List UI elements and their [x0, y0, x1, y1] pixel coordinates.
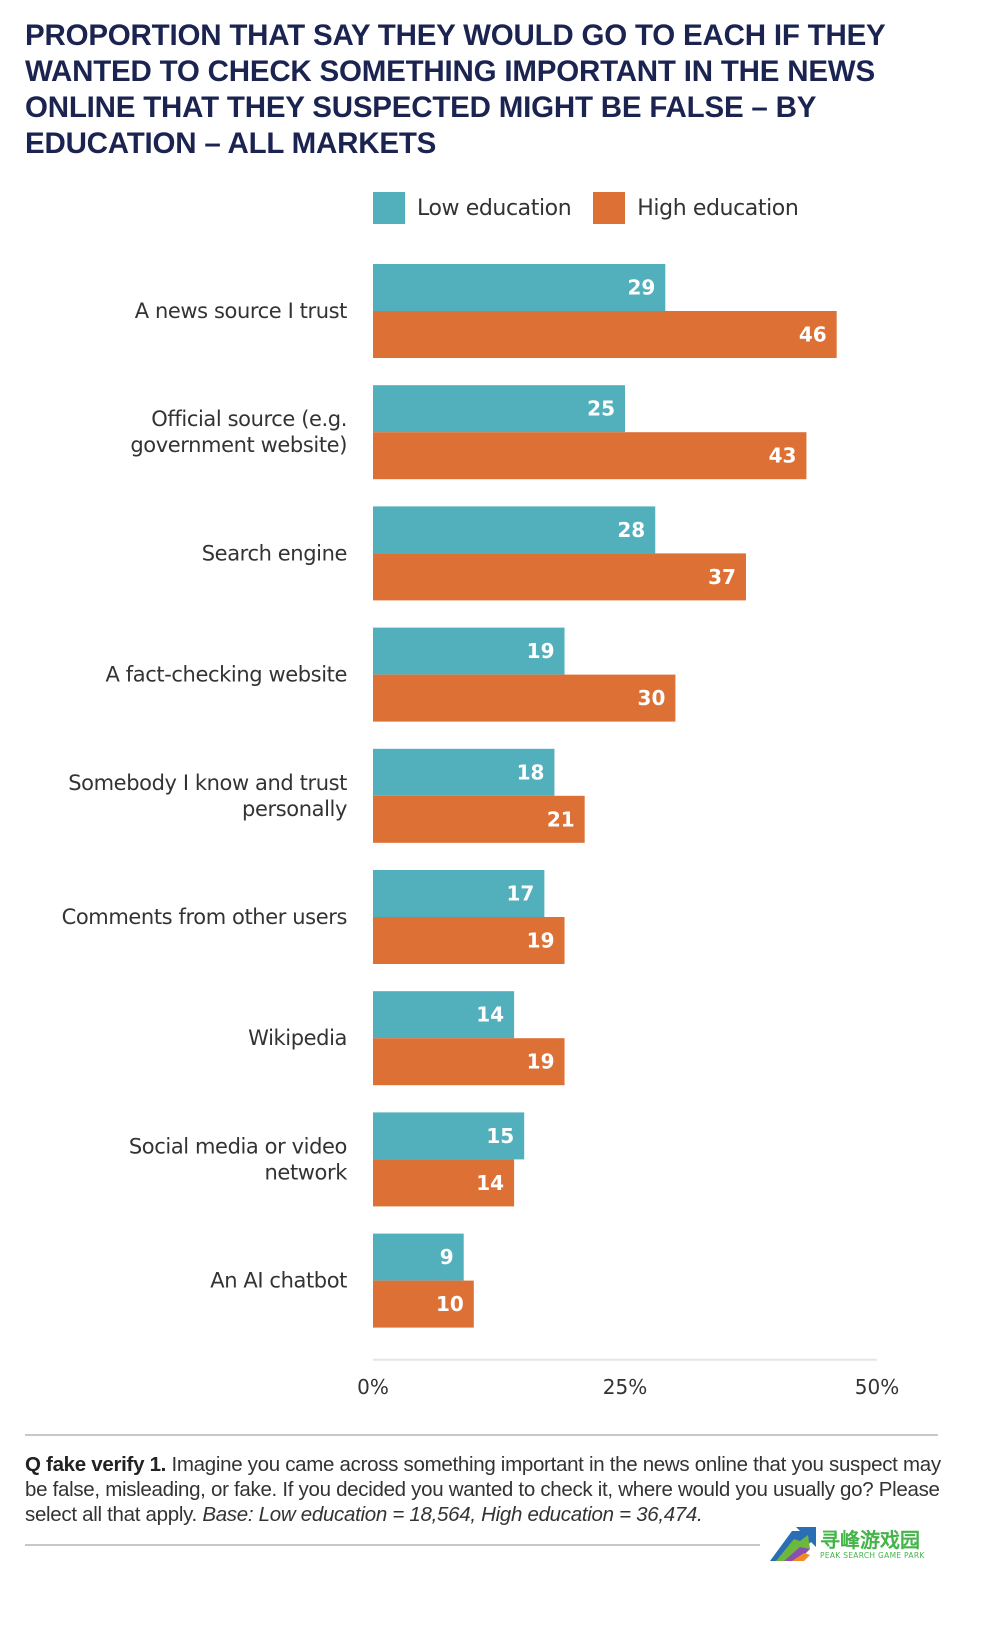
bar-low-education: [373, 1112, 525, 1160]
bar-group-a-news-source-i-trust: A news source I trust 29 46: [135, 264, 837, 358]
footnote-base: Base: Low education = 18,564, High educa…: [202, 1503, 703, 1526]
value-label-high-education: 10: [436, 1292, 464, 1316]
bar-group-comments-from-other-users: Comments from other users 17 19: [62, 870, 565, 964]
bar-group-search-engine: Search engine 28 37: [202, 506, 746, 601]
value-label-high-education: 43: [769, 444, 797, 468]
category-label-line: government website): [130, 433, 347, 457]
category-label: Search engine: [202, 541, 347, 565]
divider-bottom: [25, 1544, 760, 1546]
bar-chart: A news source I trust 29 46 Official source…: [62, 264, 899, 1399]
category-label-line: Comments from other users: [62, 905, 347, 929]
bar-high-education: [373, 553, 746, 601]
bar-high-education: [373, 1159, 515, 1207]
bar-group-official-source-e-g-government-website: Official source (e.g. government website)…: [130, 385, 807, 480]
bar-low-education: [373, 991, 515, 1039]
value-label-high-education: 14: [476, 1171, 504, 1195]
legend-item-high-education: High education: [593, 192, 799, 224]
value-label-low-education: 14: [476, 1003, 504, 1027]
value-label-high-education: 30: [638, 686, 666, 710]
watermark-logo: 寻峰游戏园 PEAK SEARCH GAME PARK: [770, 1524, 990, 1564]
legend-label-high-education: High education: [637, 195, 799, 221]
bar-high-education: [373, 795, 585, 843]
bar-high-education: [373, 674, 676, 722]
category-label: Social media or video network: [129, 1134, 348, 1184]
value-label-high-education: 46: [799, 323, 827, 347]
watermark-en: PEAK SEARCH GAME PARK: [820, 1550, 925, 1560]
category-label-line: Official source (e.g.: [151, 407, 347, 431]
bar-low-education: [373, 748, 555, 796]
category-label: Official source (e.g. government website): [130, 407, 347, 457]
legend: Low education High education: [373, 192, 820, 224]
bar-high-education: [373, 311, 837, 358]
value-label-low-education: 18: [517, 760, 545, 784]
bar-low-education: [373, 1233, 464, 1281]
x-tick-label: 0%: [357, 1375, 389, 1399]
legend-swatch-high-education: [593, 192, 626, 224]
bar-high-education: [373, 1038, 565, 1086]
value-label-low-education: 9: [440, 1245, 454, 1269]
bar-low-education: [373, 506, 656, 554]
category-label-line: Wikipedia: [248, 1026, 347, 1050]
category-label: Comments from other users: [62, 905, 347, 929]
bar-low-education: [373, 264, 666, 311]
category-label: Somebody I know and trust personally: [68, 771, 347, 821]
footnote-question-text: Imagine you came across something import…: [25, 1453, 941, 1526]
mountain-logo-icon: [770, 1527, 816, 1561]
value-label-low-education: 25: [587, 397, 615, 421]
category-label-line: An AI chatbot: [210, 1269, 347, 1293]
category-label-line: personally: [242, 797, 347, 821]
value-label-high-education: 37: [708, 565, 736, 589]
bar-group-wikipedia: Wikipedia 14 19: [248, 991, 565, 1086]
category-label-line: network: [265, 1160, 349, 1184]
category-label-line: Search engine: [202, 541, 347, 565]
legend-swatch-low-education: [373, 192, 405, 224]
bar-low-education: [373, 627, 565, 675]
chart-title: PROPORTION THAT SAY THEY WOULD GO TO EAC…: [25, 19, 885, 160]
category-label: Wikipedia: [248, 1026, 347, 1050]
x-tick-label: 50%: [855, 1375, 899, 1399]
bar-group-social-media-or-video-network: Social media or video network 15 14: [129, 1112, 525, 1207]
value-label-high-education: 19: [527, 929, 555, 953]
value-label-high-education: 21: [547, 807, 575, 831]
category-label-line: Somebody I know and trust: [68, 771, 347, 795]
legend-item-low-education: Low education: [373, 192, 572, 224]
category-label-line: A fact-checking website: [106, 663, 347, 687]
category-label: An AI chatbot: [210, 1269, 347, 1293]
footnote: Q fake verify 1. Imagine you came across…: [25, 1452, 945, 1527]
bar-low-education: [373, 385, 625, 433]
watermark-cn: 寻峰游戏园: [820, 1527, 920, 1552]
footnote-question-id: Q fake verify 1.: [25, 1453, 167, 1476]
value-label-high-education: 19: [527, 1050, 555, 1074]
value-label-low-education: 15: [486, 1124, 514, 1148]
legend-label-low-education: Low education: [417, 195, 572, 221]
value-label-low-education: 19: [527, 639, 555, 663]
value-label-low-education: 28: [617, 518, 645, 542]
value-label-low-education: 29: [627, 276, 655, 300]
bar-high-education: [373, 432, 807, 480]
category-label-line: Social media or video: [129, 1134, 347, 1158]
bar-group-an-ai-chatbot: An AI chatbot 9 10: [210, 1233, 474, 1328]
divider-top: [25, 1434, 938, 1436]
category-label: A news source I trust: [135, 299, 347, 323]
bar-high-education: [373, 917, 565, 964]
category-label-line: A news source I trust: [135, 299, 347, 323]
bar-high-education: [373, 1280, 474, 1328]
value-label-low-education: 17: [507, 882, 535, 906]
bar-group-a-fact-checking-website: A fact-checking website 19 30: [106, 627, 676, 722]
category-label: A fact-checking website: [106, 663, 347, 687]
bar-low-education: [373, 870, 545, 917]
x-tick-label: 25%: [603, 1375, 647, 1399]
